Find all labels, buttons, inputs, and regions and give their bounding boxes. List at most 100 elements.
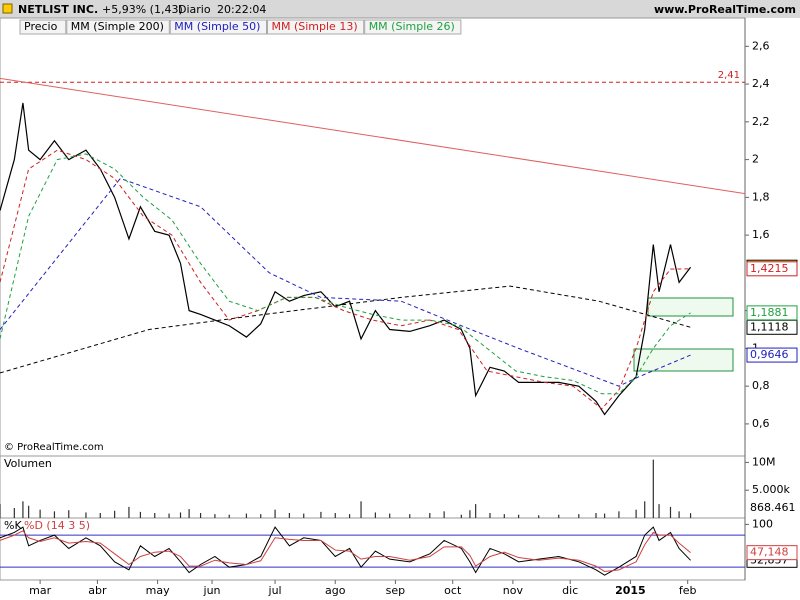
x-tick-label: may [146,584,170,597]
volume-bar [443,511,445,518]
volume-bar [603,513,606,518]
y-tick-label: 2,6 [752,39,770,52]
volume-bar [39,509,41,518]
last-label: 0,9646 [750,348,789,361]
legend-entry: MM (Simple 200) [71,20,164,33]
last-label: 1,4215 [750,262,789,275]
symbol: NETLIST INC. [18,3,98,16]
volume-bar [85,512,87,518]
volume-bar [658,504,660,518]
x-tick-label: jul [268,584,282,597]
series-line [0,149,691,410]
volume-bar [678,511,680,518]
site: www.ProRealTime.com [654,3,796,16]
x-tick-label: 2015 [615,584,646,597]
volume-bar [114,510,116,518]
volume-bar [53,511,56,518]
volume-bar [128,506,130,518]
volume-bar [13,507,15,518]
volume-bar [334,512,336,518]
volume-bar [644,501,646,518]
series-line [0,102,692,416]
y-tick-label: 5.000k [752,483,790,496]
volume-bar [374,512,376,518]
last-label: 868.461 [750,501,796,514]
volume-bar [260,514,262,518]
volume-bar [99,512,101,518]
header-bar [0,0,800,18]
legend-entry: MM (Simple 50) [174,20,260,33]
volume-bar [139,511,142,518]
icon [2,3,13,14]
volume-bar [0,504,1,518]
legend-box [19,19,67,35]
x-tick-label: ago [325,584,346,597]
volume-panel [0,455,746,519]
volume-bar [469,510,471,518]
last-label: 1,1881 [750,306,789,319]
volume-bar [558,514,560,518]
volume-bar [429,512,431,518]
change: +5,93% (1,43) [102,3,183,16]
legend-box [66,19,170,35]
volume-bar [179,512,182,518]
x-tick-label: abr [88,584,107,597]
last-label-box [746,545,798,561]
volume-bar [460,514,462,518]
resistance-label: 2,41 [718,70,740,81]
zone [633,348,734,372]
panel-title: %K [4,519,22,532]
series-line [0,526,691,576]
volume-bar [475,504,477,518]
volume-bar [168,513,170,518]
last-label-box [746,305,798,321]
volume-bar [518,514,520,518]
legend-box [267,19,365,35]
zone [647,297,734,317]
y-tick-label: 1,8 [752,190,770,203]
last-label-box [746,347,798,363]
volume-bar [538,515,540,518]
volume-bar [389,513,391,518]
time: 20:22:04 [217,3,266,16]
last-label-box [746,261,798,277]
y-tick-label: 2,2 [752,115,770,128]
volume-bar [288,512,291,518]
volume-bar [245,513,248,518]
volume-bar [360,501,362,518]
volume-bar [489,512,491,518]
volume-bar [154,512,156,518]
volume-bar [199,512,202,518]
panel-title: Volumen [4,457,52,470]
legend-box [169,19,267,35]
x-tick-label: feb [679,584,697,597]
y-tick-label: 2 [752,153,759,166]
x-tick-label: oct [444,584,462,597]
copyright: © ProRealTime.com [4,442,104,453]
stoch-panel [0,517,746,581]
volume-bar [22,501,24,518]
volume-bar [348,514,351,518]
series-line [0,530,691,572]
volume-bar [669,506,672,518]
x-tick-label: dic [562,584,578,597]
volume-bar [303,513,305,518]
legend-entry: Precio [24,20,58,33]
y-tick-label: 10M [752,455,776,468]
last-label: 1,1118 [750,320,789,333]
volume-bar [652,459,654,518]
x-tick-label: jun [203,584,221,597]
volume-bar [320,511,322,518]
y-tick-label: 1,6 [752,228,770,241]
volume-bar [274,509,276,518]
legend-entry: MM (Simple 26) [369,20,455,33]
panel-subtitle: %D (14 3 5) [24,519,90,532]
volume-bar [503,514,505,518]
price-panel [0,17,746,457]
volume-bar [595,512,597,518]
x-tick-label: sep [386,584,405,597]
volume-bar [214,514,216,518]
last-label: 47,148 [750,546,789,559]
y-tick-label: 0,6 [752,417,770,430]
